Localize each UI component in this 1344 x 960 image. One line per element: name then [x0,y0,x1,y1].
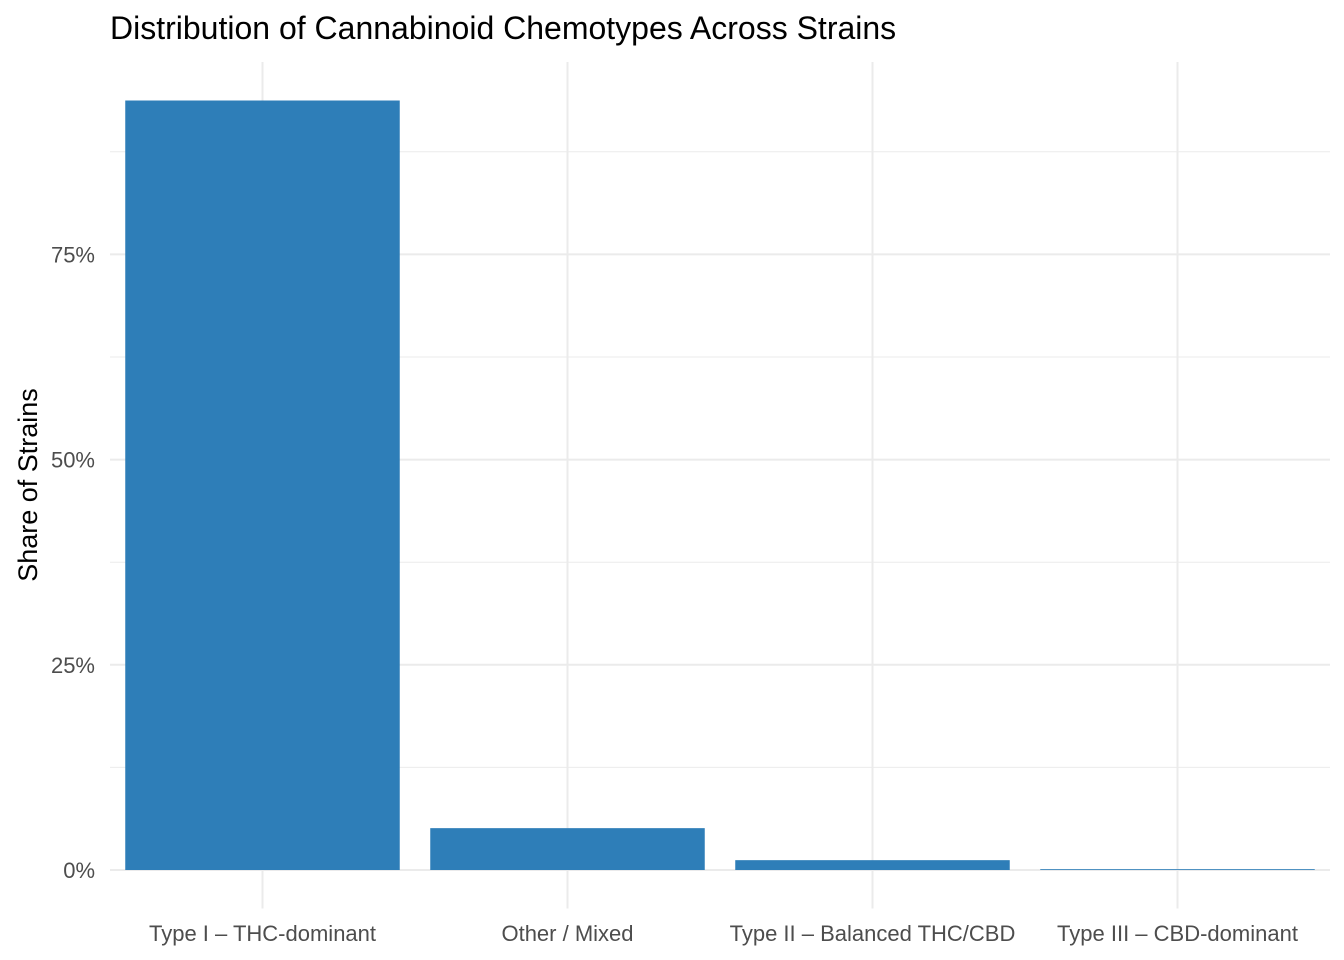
x-tick-label: Type II – Balanced THC/CBD [730,921,1016,946]
bar [1040,869,1315,871]
bar [735,860,1010,871]
y-tick-label: 75% [51,242,95,267]
bar [430,828,705,871]
y-tick-label: 25% [51,653,95,678]
x-tick-label: Other / Mixed [501,921,633,946]
bar [125,100,400,871]
chart-title: Distribution of Cannabinoid Chemotypes A… [110,10,897,46]
y-tick-label: 50% [51,448,95,473]
y-axis-label: Share of Strains [13,388,43,582]
x-tick-label: Type I – THC-dominant [149,921,376,946]
y-tick-label: 0% [63,858,95,883]
x-tick-label: Type III – CBD-dominant [1057,921,1298,946]
